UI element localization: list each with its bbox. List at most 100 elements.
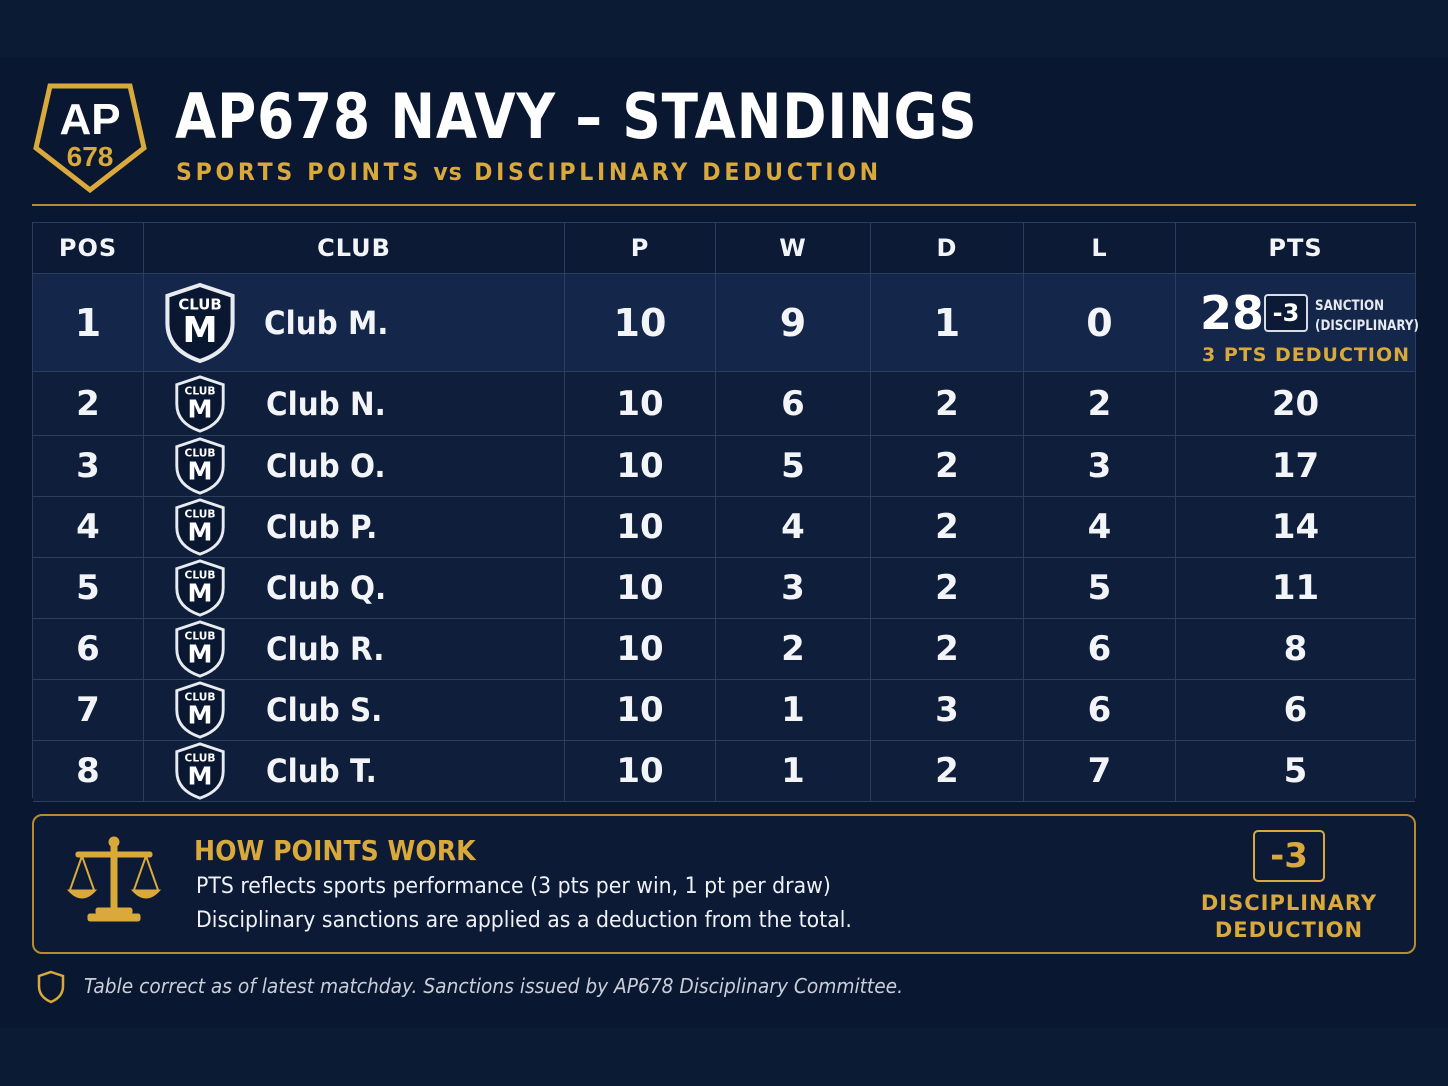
pos-value: 2 (76, 383, 100, 424)
page-title: AP678 NAVY – STANDINGS (175, 80, 978, 153)
subtitle-part-b: DISCIPLINARY DEDUCTION (474, 158, 882, 186)
p-value: 10 (616, 568, 664, 608)
svg-text:CLUB: CLUB (185, 690, 216, 703)
l-value: 3 (1087, 446, 1112, 486)
info-line-2: Disciplinary sanctions are applied as a … (196, 908, 852, 933)
pts-sanction-group: 28 -3 SANCTION (DISCIPLINARY) 3 PTS DEDU… (1176, 274, 1419, 371)
svg-text:CLUB: CLUB (185, 446, 216, 459)
logo-top-text: AP (59, 95, 120, 144)
p-cell: 10 (565, 680, 716, 740)
bottom-band (0, 1028, 1448, 1086)
w-cell: 6 (716, 372, 871, 435)
club-cell: CLUB M Club R. (144, 619, 565, 679)
pts-value: 11 (1271, 568, 1320, 608)
club-name: Club N. (266, 384, 386, 423)
pos-cell: 4 (33, 497, 144, 557)
pts-value: 6 (1283, 690, 1308, 730)
d-cell: 3 (871, 680, 1024, 740)
p-cell: 10 (565, 619, 716, 679)
d-cell: 1 (871, 274, 1024, 371)
pos-cell: 2 (33, 372, 144, 435)
club-cell: CLUB M Club S. (144, 680, 565, 740)
points-info-box: HOW POINTS WORK PTS reflects sports perf… (32, 814, 1416, 954)
pts-value: 20 (1271, 383, 1320, 424)
standings-table: POS CLUB P W D L PTS 1 CLUB M Club M. 10 9… (32, 222, 1419, 802)
w-value: 2 (781, 629, 805, 669)
pos-cell: 1 (33, 274, 144, 371)
shield-icon (37, 970, 65, 1004)
d-cell: 2 (871, 741, 1024, 801)
d-value: 1 (933, 300, 961, 345)
top-band (0, 0, 1448, 57)
pts-cell: 5 (1176, 741, 1415, 801)
l-value: 4 (1087, 507, 1112, 547)
table-row: 2 CLUB M Club N. 10 6 2 2 20 (33, 372, 1415, 436)
subtitle-part-a: SPORTS POINTS (176, 158, 422, 186)
svg-text:CLUB: CLUB (185, 384, 216, 397)
pts-deduction-badge: -3 (1264, 294, 1308, 332)
club-cell: CLUB M Club M. (144, 274, 565, 371)
deduction-label-line-2: DEDUCTION (1214, 918, 1364, 942)
club-cell: CLUB M Club O. (144, 436, 565, 496)
svg-text:M: M (187, 762, 212, 791)
club-crest-icon: CLUB M (175, 374, 225, 433)
d-cell: 2 (871, 558, 1024, 618)
w-cell: 1 (716, 741, 871, 801)
info-title: HOW POINTS WORK (194, 834, 476, 867)
p-value: 10 (616, 629, 664, 669)
l-value: 2 (1087, 383, 1112, 424)
club-name: Club S. (266, 691, 383, 729)
l-value: 6 (1087, 629, 1112, 669)
club-cell: CLUB M Club Q. (144, 558, 565, 618)
club-name: Club T. (266, 752, 377, 790)
d-cell: 2 (871, 497, 1024, 557)
pos-cell: 3 (33, 436, 144, 496)
svg-text:CLUB: CLUB (185, 629, 216, 642)
l-cell: 5 (1024, 558, 1176, 618)
d-value: 2 (935, 446, 959, 486)
w-value: 1 (781, 751, 805, 791)
svg-text:M: M (187, 701, 212, 730)
club-crest-icon: CLUB M (175, 742, 225, 800)
d-cell: 2 (871, 436, 1024, 496)
club-name: Club M. (264, 303, 389, 342)
p-value: 10 (613, 300, 667, 345)
w-cell: 1 (716, 680, 871, 740)
d-value: 2 (935, 507, 959, 547)
deduction-note: 3 PTS DEDUCTION (1202, 344, 1410, 366)
p-cell: 10 (565, 558, 716, 618)
ap678-logo-icon: AP 678 (33, 83, 147, 194)
table-row: 5 CLUB M Club Q. 10 3 2 5 11 (33, 558, 1415, 619)
pts-value: 17 (1271, 446, 1320, 486)
logo-bottom-text: 678 (67, 141, 114, 172)
l-cell: 0 (1024, 274, 1176, 371)
svg-text:CLUB: CLUB (185, 507, 216, 520)
pts-cell: 11 (1176, 558, 1415, 618)
svg-text:M: M (187, 518, 212, 547)
header-divider (32, 204, 1416, 206)
l-cell: 3 (1024, 436, 1176, 496)
svg-text:CLUB: CLUB (178, 295, 221, 313)
p-value: 10 (616, 690, 664, 730)
pos-cell: 8 (33, 741, 144, 801)
svg-text:CLUB: CLUB (185, 568, 216, 581)
d-cell: 2 (871, 372, 1024, 435)
d-value: 2 (935, 568, 959, 608)
column-header-club: CLUB (144, 223, 565, 273)
club-cell: CLUB M Club P. (144, 497, 565, 557)
svg-text:M: M (187, 640, 212, 669)
d-value: 2 (935, 629, 959, 669)
sanction-line-1: SANCTION (1315, 298, 1385, 314)
column-header-pts: PTS (1268, 234, 1323, 262)
pts-value: 8 (1283, 629, 1308, 669)
pos-cell: 5 (33, 558, 144, 618)
p-value: 10 (616, 507, 664, 547)
w-cell: 5 (716, 436, 871, 496)
sanction-label: SANCTION (DISCIPLINARY) (1315, 296, 1419, 336)
d-value: 2 (935, 383, 959, 424)
w-value: 4 (781, 507, 805, 547)
pts-cell: 6 (1176, 680, 1415, 740)
p-value: 10 (616, 751, 664, 791)
l-value: 5 (1087, 568, 1112, 608)
svg-text:M: M (182, 310, 217, 351)
